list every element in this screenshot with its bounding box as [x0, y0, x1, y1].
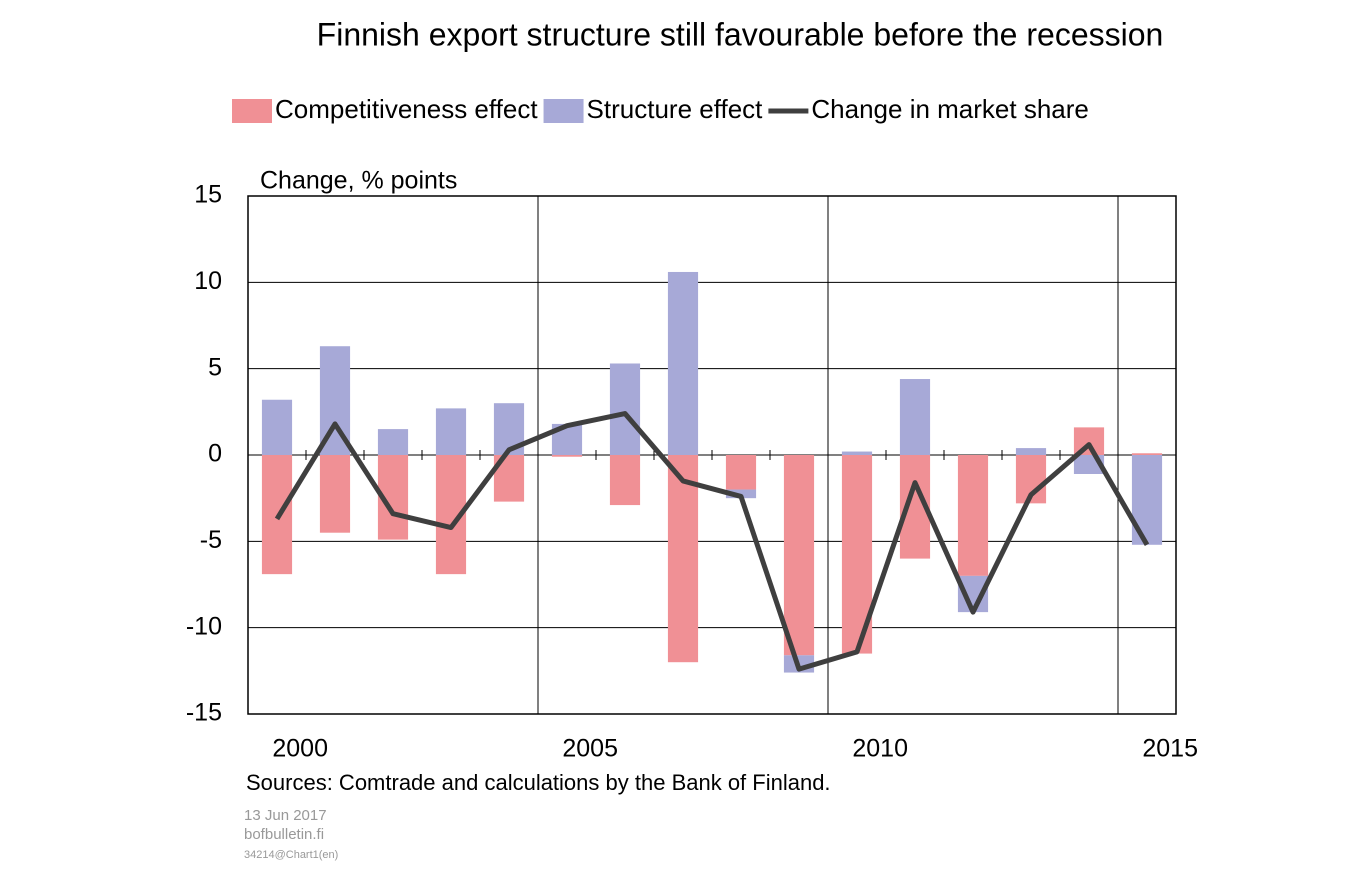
y-tick-label: -15 — [186, 699, 222, 727]
legend-swatch — [543, 99, 584, 123]
y-tick-label: 15 — [194, 181, 222, 209]
bar — [899, 379, 931, 455]
bar — [783, 455, 815, 656]
legend-label: Competitiveness effect — [275, 94, 538, 124]
legend-swatch — [232, 99, 272, 123]
y-axis-label: Change, % points — [260, 167, 457, 195]
bar — [725, 455, 757, 490]
bar — [667, 271, 699, 455]
x-tick-label: 2015 — [1142, 735, 1198, 763]
code: 34214@Chart1(en) — [244, 849, 338, 861]
x-tick-label: 2010 — [852, 735, 908, 763]
bar — [1131, 453, 1163, 455]
y-tick-label: 0 — [208, 440, 222, 468]
bar — [551, 455, 583, 457]
source: Sources: Comtrade and calculations by th… — [246, 770, 831, 795]
x-tick-label: 2000 — [272, 735, 328, 763]
x-tick-label: 2005 — [562, 735, 618, 763]
y-tick-label: -10 — [186, 612, 222, 640]
bar — [957, 455, 989, 576]
bar — [377, 429, 409, 455]
date: 13 Jun 2017 — [244, 807, 327, 824]
bar — [609, 455, 641, 506]
chart-title: Finnish export structure still favourabl… — [317, 16, 1164, 52]
legend-label: Structure effect — [587, 94, 764, 124]
y-tick-label: -5 — [200, 526, 222, 554]
bar — [435, 408, 467, 455]
site: bofbulletin.fi — [244, 826, 324, 843]
plot-frame — [247, 195, 1177, 715]
line — [274, 411, 1150, 672]
bar — [609, 363, 641, 455]
bar — [841, 451, 873, 455]
y-tick-label: 5 — [208, 353, 222, 381]
y-tick-label: 10 — [194, 267, 222, 295]
bar — [667, 455, 699, 663]
bar — [725, 489, 757, 499]
bar — [1015, 448, 1047, 455]
bar — [261, 399, 293, 455]
bar — [319, 455, 351, 533]
legend-label: Change in market share — [811, 94, 1088, 124]
